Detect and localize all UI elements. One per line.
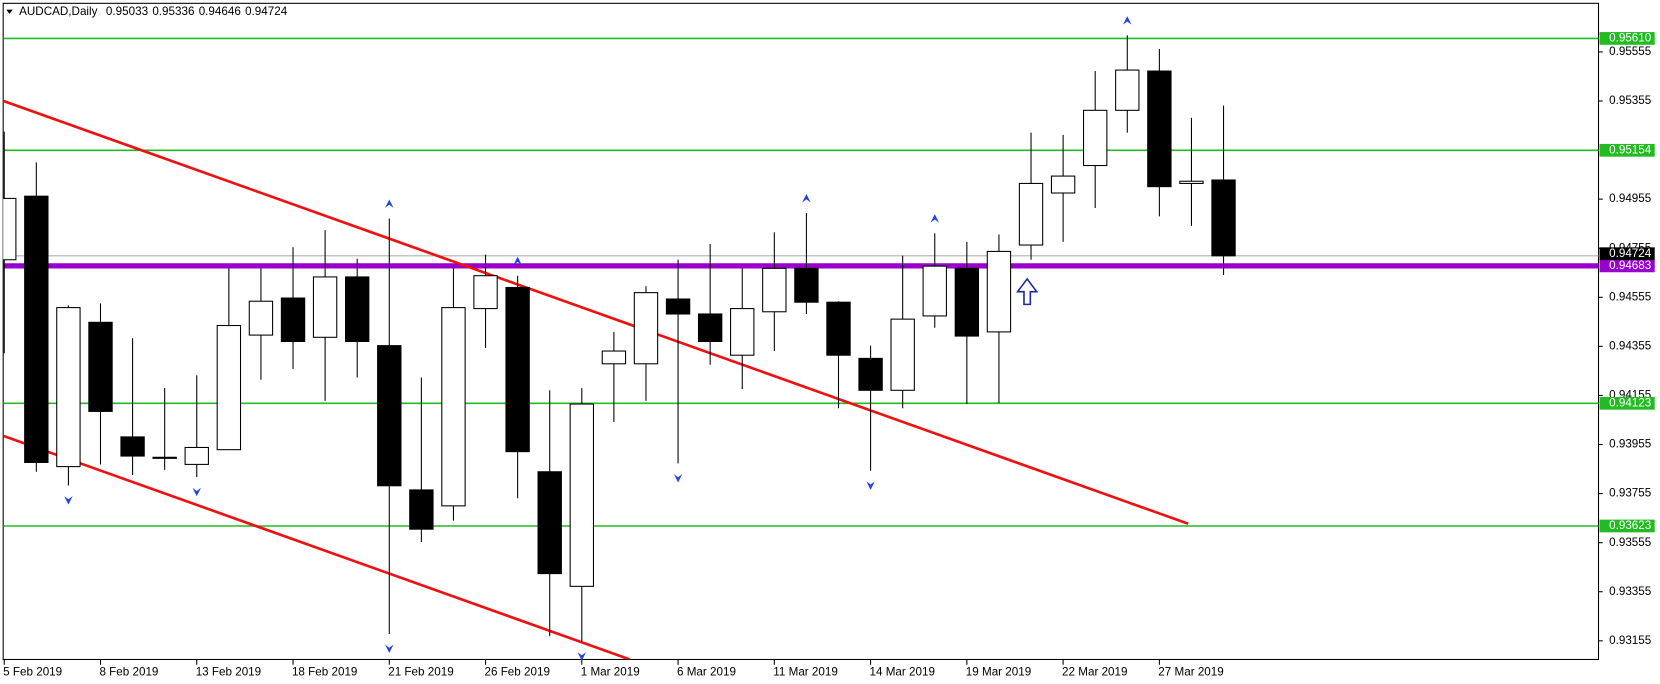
y-tick-label: 0.93755 bbox=[1609, 487, 1651, 500]
trendline bbox=[3, 434, 631, 660]
candle-body bbox=[24, 195, 49, 463]
plot bbox=[3, 35, 1599, 660]
x-tick-label: 1 Mar 2019 bbox=[581, 665, 640, 678]
price-box-label: 0.93623 bbox=[1609, 519, 1651, 532]
fractal-arrow bbox=[192, 487, 202, 497]
candle-body bbox=[890, 318, 915, 391]
fractal-arrow bbox=[673, 474, 683, 483]
ohlc-close: 0.94724 bbox=[245, 5, 288, 18]
candle-body bbox=[730, 308, 755, 356]
price-box-label: 0.95610 bbox=[1609, 31, 1652, 44]
candle-body bbox=[601, 350, 627, 365]
y-tick-label: 0.94955 bbox=[1609, 192, 1651, 205]
candle-body bbox=[56, 307, 81, 468]
candle-body bbox=[922, 265, 947, 317]
x-tick-label: 14 Mar 2019 bbox=[870, 665, 935, 678]
price-box bbox=[1599, 519, 1655, 533]
candle-body bbox=[1018, 182, 1044, 246]
candle-body bbox=[152, 456, 177, 459]
fractal-arrow bbox=[385, 644, 394, 654]
y-tick-label: 0.93955 bbox=[1609, 438, 1651, 451]
price-box bbox=[1599, 247, 1655, 261]
candle-body bbox=[409, 489, 434, 530]
price-box bbox=[1599, 396, 1655, 410]
y-tick-label: 0.95555 bbox=[1609, 45, 1651, 58]
x-tick-label: 11 Mar 2019 bbox=[773, 665, 838, 678]
x-tick-label: 5 Feb 2019 bbox=[3, 665, 62, 678]
price-box-label: 0.94683 bbox=[1609, 259, 1651, 272]
candle-body bbox=[88, 321, 113, 412]
candle-body bbox=[184, 446, 209, 465]
candle-body bbox=[858, 357, 883, 391]
symbol: AUDCAD,Daily bbox=[19, 5, 98, 18]
price-box-label: 0.94724 bbox=[1609, 247, 1652, 260]
price-box-label: 0.95154 bbox=[1609, 143, 1652, 156]
candle-body bbox=[537, 471, 562, 575]
x-tick-label: 6 Mar 2019 bbox=[677, 665, 736, 678]
x-tick-label: 22 Mar 2019 bbox=[1062, 665, 1127, 678]
candle-body bbox=[473, 275, 498, 310]
ohlc-high: 0.95336 bbox=[152, 5, 194, 18]
ohlc-low: 0.94646 bbox=[199, 5, 241, 18]
x-tick-label: 21 Feb 2019 bbox=[388, 665, 453, 678]
candle-body bbox=[1050, 175, 1076, 194]
candle-body bbox=[505, 286, 530, 453]
x-tick-label: 26 Feb 2019 bbox=[484, 665, 549, 678]
price-box bbox=[1599, 259, 1655, 273]
candle-body bbox=[954, 267, 980, 337]
candle-body bbox=[377, 345, 402, 487]
chart-title: AUDCAD,Daily 0.95033 0.95336 0.94646 0.94724 bbox=[19, 5, 288, 18]
price-box-label: 0.94123 bbox=[1609, 396, 1651, 409]
price-box bbox=[1599, 32, 1655, 45]
candle-body bbox=[826, 301, 851, 356]
fractal-arrow bbox=[64, 496, 73, 505]
signal-arrow bbox=[1016, 277, 1039, 306]
y-tick-label: 0.94355 bbox=[1609, 339, 1651, 352]
candle-body bbox=[1115, 69, 1140, 111]
candle-body bbox=[762, 267, 787, 313]
y-tick-label: 0.94555 bbox=[1609, 290, 1651, 303]
x-tick-label: 18 Feb 2019 bbox=[292, 665, 357, 678]
candle-body bbox=[697, 313, 723, 342]
candle-body bbox=[1179, 180, 1204, 184]
candle-body bbox=[665, 298, 691, 315]
candle-body bbox=[120, 436, 145, 457]
fractal-arrow bbox=[385, 199, 394, 208]
candle-body bbox=[1211, 179, 1236, 257]
candle-body bbox=[280, 297, 306, 342]
y-tick-label: 0.95355 bbox=[1609, 94, 1651, 107]
candle-body bbox=[248, 300, 274, 336]
candle-body bbox=[633, 292, 659, 365]
x-tick-label: 8 Feb 2019 bbox=[99, 665, 158, 678]
y-tick-label: 0.93355 bbox=[1609, 585, 1651, 598]
x-tick-label: 13 Feb 2019 bbox=[196, 665, 261, 678]
candle-body bbox=[312, 276, 338, 338]
x-tick-label: 19 Mar 2019 bbox=[966, 665, 1031, 678]
ohlc-open: 0.95033 bbox=[106, 5, 148, 18]
fractal-arrow bbox=[930, 214, 940, 223]
plot-frame bbox=[2, 2, 1600, 661]
menu-triangle[interactable] bbox=[6, 9, 13, 14]
candle-body bbox=[569, 403, 594, 587]
candle-body bbox=[794, 267, 819, 303]
y-tick-label: 0.93155 bbox=[1609, 634, 1651, 647]
price-box bbox=[1599, 143, 1655, 157]
trendline bbox=[3, 99, 1189, 526]
fractal-arrow bbox=[513, 256, 522, 266]
candle-body bbox=[986, 250, 1012, 333]
fractal-arrow bbox=[577, 652, 587, 661]
candle-body bbox=[216, 324, 242, 451]
fractal-arrow bbox=[802, 194, 811, 203]
fractal-arrow bbox=[1123, 16, 1132, 25]
x-tick-label: 27 Mar 2019 bbox=[1158, 665, 1223, 678]
y-tick-label: 0.93555 bbox=[1609, 536, 1651, 549]
candle-body bbox=[345, 276, 370, 342]
candle-body bbox=[3, 197, 17, 261]
candle-body bbox=[1147, 70, 1172, 188]
candle-body bbox=[1083, 109, 1108, 167]
fractal-arrow bbox=[866, 481, 875, 490]
candle-body bbox=[441, 307, 466, 507]
